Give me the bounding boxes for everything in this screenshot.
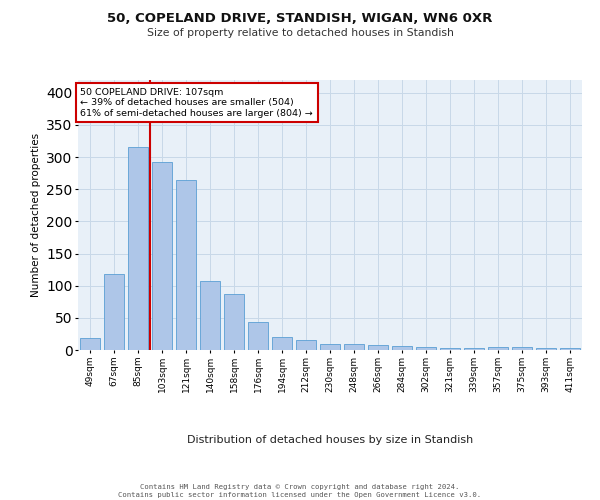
Bar (128, 148, 148, 350)
Bar (176, 180, 196, 350)
Text: 50, COPELAND DRIVE, STANDISH, WIGAN, WN6 0XR: 50, COPELAND DRIVE, STANDISH, WIGAN, WN6… (107, 12, 493, 26)
Text: Contains HM Land Registry data © Crown copyright and database right 2024.
Contai: Contains HM Land Registry data © Crown c… (118, 484, 482, 498)
Bar (512, 348, 532, 350)
Text: Distribution of detached houses by size in Standish: Distribution of detached houses by size … (187, 435, 473, 445)
Bar (344, 344, 364, 350)
Bar (152, 162, 172, 350)
Bar (416, 348, 436, 350)
Bar (200, 280, 220, 350)
Bar (104, 274, 124, 350)
Bar (248, 322, 268, 350)
Bar (80, 338, 100, 350)
Text: Size of property relative to detached houses in Standish: Size of property relative to detached ho… (146, 28, 454, 38)
Bar (272, 337, 292, 350)
Y-axis label: Number of detached properties: Number of detached properties (31, 133, 41, 297)
Bar (440, 348, 460, 350)
Bar (296, 340, 316, 350)
Bar (320, 344, 340, 350)
Bar (464, 348, 484, 350)
Bar (536, 348, 556, 350)
Bar (224, 294, 244, 350)
Bar (392, 346, 412, 350)
Bar (368, 345, 388, 350)
Bar (560, 348, 580, 350)
Bar (488, 348, 508, 350)
Text: 50 COPELAND DRIVE: 107sqm
← 39% of detached houses are smaller (504)
61% of semi: 50 COPELAND DRIVE: 107sqm ← 39% of detac… (80, 88, 313, 118)
